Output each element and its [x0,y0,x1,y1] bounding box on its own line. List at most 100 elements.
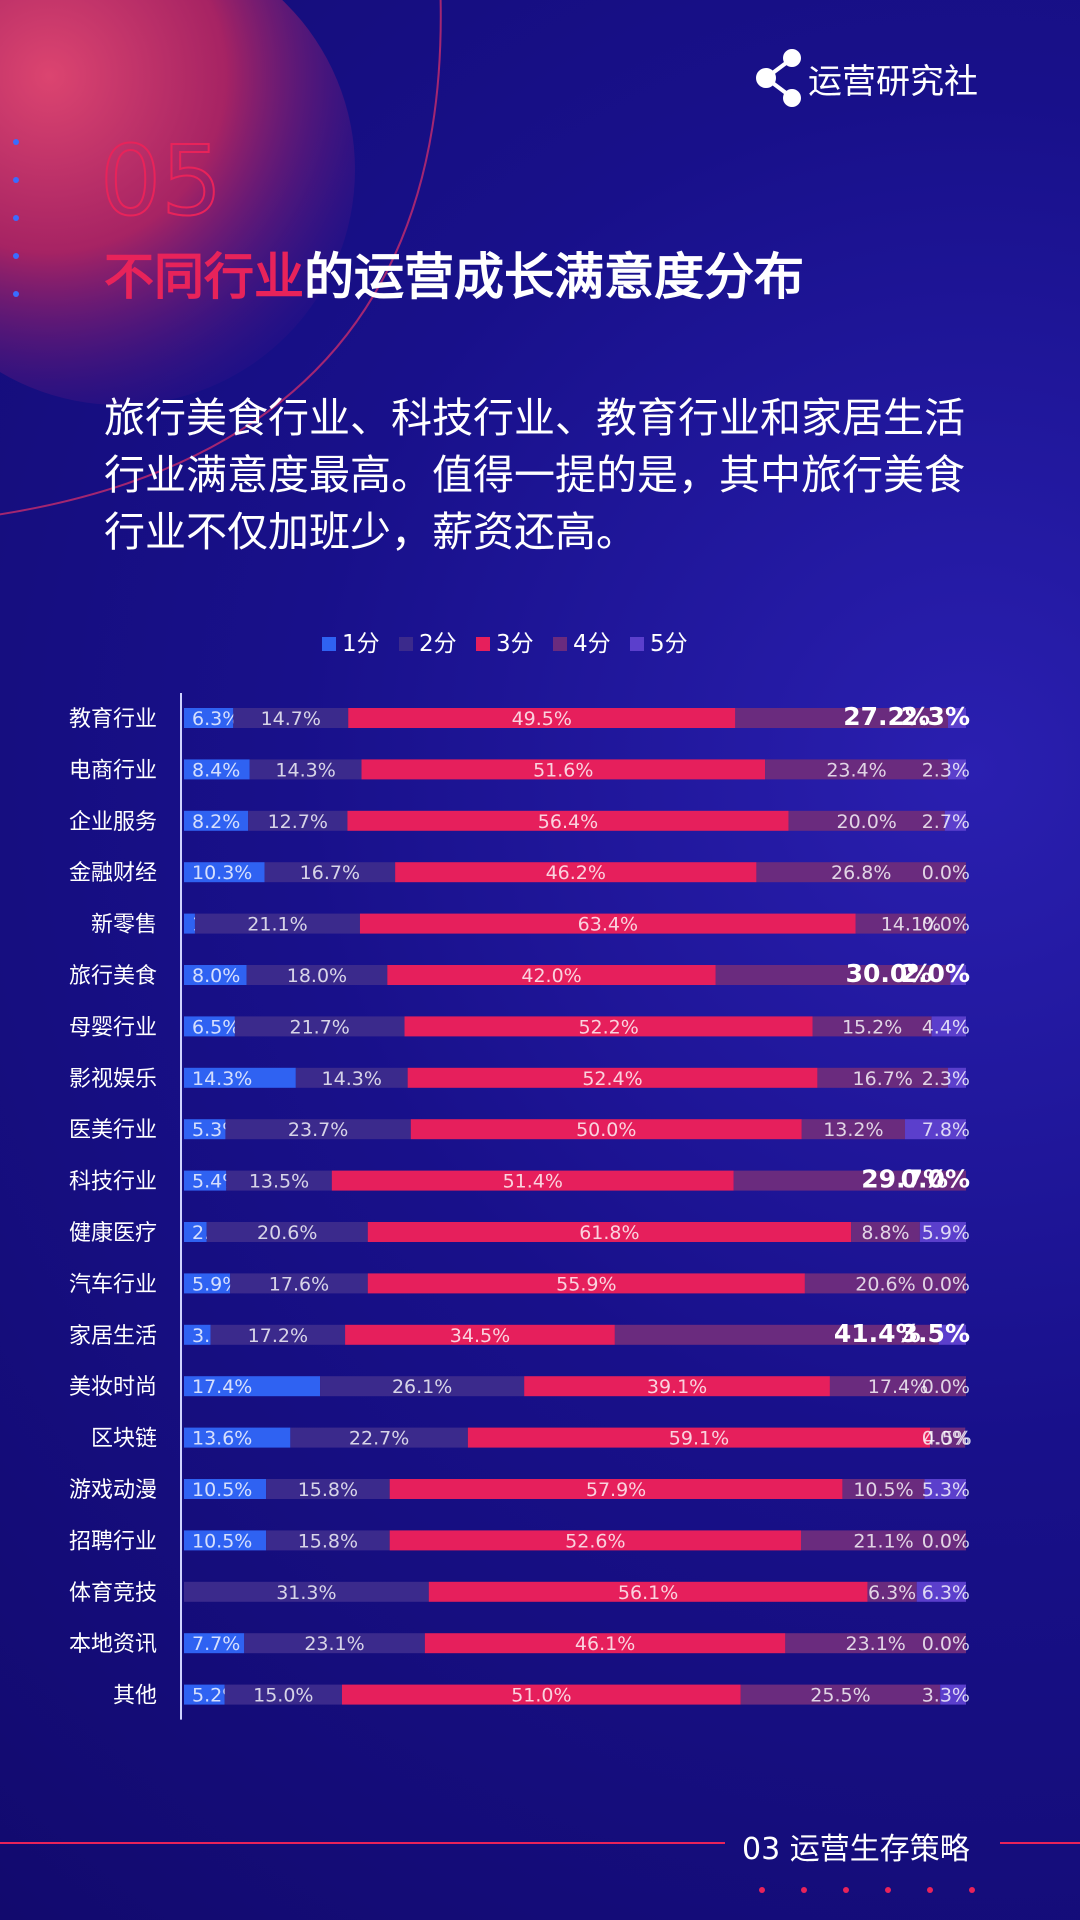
bar-segment [246,965,388,985]
bar-segment [919,1222,966,1242]
value-label: 15.0% [253,1685,313,1707]
value-label: 10.3% [192,862,252,884]
value-label: 12.7% [268,811,328,833]
title: 不同行业的运营成长满意度分布 [104,237,804,309]
value-label: 26.8% [831,862,891,884]
bar-segment [524,1376,830,1397]
value-label: 42.0% [521,965,581,987]
bar-segment [389,1479,843,1499]
value-label: 21.1% [853,1530,913,1552]
value-label: 49.5% [512,708,572,730]
legend-swatch [322,637,336,651]
title-rest: 的运营成长满意度分布 [304,248,804,306]
value-label: 52.4% [582,1068,642,1090]
value-label: 3.5% [901,1319,970,1348]
value-label: 4.4% [922,1016,970,1038]
value-label: 23.1% [304,1633,364,1655]
value-label: 30.0% [846,959,933,988]
value-label: 22.7% [349,1428,409,1450]
bar-segment [950,965,966,985]
value-label: 17.2% [248,1325,308,1347]
bar-segment [184,1530,267,1551]
value-label: 20.6% [855,1273,915,1295]
bar-segment [266,1479,390,1499]
section-number: 05 [99,124,223,238]
value-label: 0.0% [922,1428,970,1450]
category-label: 企业服务 [69,810,157,835]
bar-segment [404,1016,813,1037]
bar-segment [184,965,247,985]
bar-segment [765,759,949,780]
bar-segment [210,1324,346,1345]
value-label: 10.5% [192,1479,252,1501]
value-label: 26.1% [392,1376,452,1398]
bar-segment [244,1633,425,1654]
bar-segment [233,708,349,728]
bar-segment [940,1684,966,1705]
value-label: 27.2% [843,702,930,731]
value-label: 14.1% [881,914,941,936]
bar-segment [851,1222,920,1242]
bar-segment [367,1273,805,1294]
category-label: 游戏动漫 [69,1478,157,1503]
value-label: 52.2% [578,1016,638,1038]
bar-segment [855,913,966,934]
bar-segment [234,1016,405,1037]
bar-segment [867,1581,917,1602]
value-label: 55.9% [556,1273,616,1295]
bar-segment [359,913,856,934]
value-label: 46.2% [546,862,606,884]
bar-segment [367,1222,852,1242]
brand-icon [756,49,801,107]
bar-segment [347,810,789,831]
value-label: 15.8% [298,1530,358,1552]
bar-segment [184,1170,227,1191]
value-label: 0.0% [922,1633,970,1655]
value-label: 56.1% [618,1582,678,1604]
value-label: 14.3% [322,1068,382,1090]
legend-label: 1分 [342,631,380,657]
bar-segment [801,1119,906,1140]
value-label: 5.3% [922,1479,970,1501]
value-label: 2.3% [901,702,970,731]
legend-label: 5分 [650,631,688,657]
value-label: 14.7% [261,708,321,730]
legend-swatch [553,637,567,651]
category-label: 美妆时尚 [69,1375,157,1400]
value-label: 10.5% [192,1530,252,1552]
value-label: 8.2% [192,811,240,833]
bar-segment [184,708,234,728]
legend-swatch [399,637,413,651]
bar-segment [948,1067,966,1088]
value-label: 6.3% [868,1582,916,1604]
value-label: 16.7% [300,862,360,884]
value-label: 0.0% [922,1376,970,1398]
value-label: 13.5% [249,1171,309,1193]
value-label: 15.8% [298,1479,358,1501]
legend-label: 2分 [419,631,457,657]
value-label: 16.7% [853,1068,913,1090]
value-label: 23.7% [288,1119,348,1141]
value-label: 10.5% [853,1479,913,1501]
value-label: 23.1% [845,1633,905,1655]
category-label: 健康医疗 [69,1221,157,1246]
category-label: 家居生活 [69,1324,157,1349]
value-label: 3.3% [922,1685,970,1707]
value-label: 57.9% [586,1479,646,1501]
bar-segment [225,1119,411,1140]
bar-segment [248,810,348,831]
value-label: 2.0% [901,959,970,988]
value-label: 46.1% [575,1633,635,1655]
bar-segment [842,1479,925,1499]
bar-segment [184,1067,296,1088]
bar-segment [424,1633,786,1654]
category-label: 其他 [113,1684,157,1709]
value-label: 0.0% [922,1273,970,1295]
legend-swatch [476,637,490,651]
value-label: 17.6% [269,1273,329,1295]
value-label: 13.6% [192,1428,252,1450]
bar-segment [290,1427,468,1448]
bar-segment [184,1119,226,1140]
value-label: 14.3% [192,1068,252,1090]
